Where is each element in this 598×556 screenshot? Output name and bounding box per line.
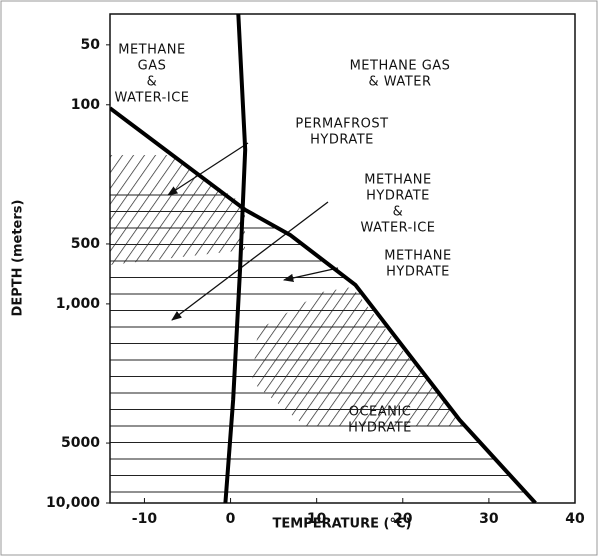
x-tick-label: 30 <box>479 511 499 527</box>
y-tick-label: 1,000 <box>56 296 101 312</box>
annotation: OCEANIC <box>349 405 412 420</box>
plot-frame <box>109 13 576 504</box>
x-axis-label: TEMPERATURE (°C) <box>273 517 412 532</box>
annotation: HYDRATE <box>348 421 412 436</box>
annotation: WATER-ICE <box>114 91 189 106</box>
x-tick-label: 40 <box>565 511 585 527</box>
x-tick-label: -10 <box>132 511 158 527</box>
annotation: GAS <box>138 59 167 74</box>
arrow <box>282 267 339 283</box>
annotation: & <box>393 205 404 220</box>
y-tick-label: 50 <box>81 37 101 53</box>
annotation: HYDRATE <box>310 133 374 148</box>
x-tick-label: 0 <box>226 511 236 527</box>
x-tick-label: 10 <box>307 511 327 527</box>
annotation: METHANE <box>118 43 185 58</box>
annotation: WATER-ICE <box>360 221 435 236</box>
y-tick-label: 5000 <box>61 435 100 451</box>
y-tick-label: 100 <box>71 97 100 113</box>
permafrost-hatch <box>110 155 245 265</box>
curve <box>223 14 248 503</box>
x-tick-label: 20 <box>393 511 413 527</box>
annotation: METHANE <box>384 249 451 264</box>
annotation: METHANE GAS <box>350 59 451 74</box>
y-tick-label: 500 <box>71 236 100 252</box>
arrow <box>171 201 329 321</box>
y-axis-label: DEPTH (meters) <box>11 200 26 317</box>
arrow <box>167 142 249 196</box>
curve <box>110 106 537 503</box>
annotation: HYDRATE <box>366 189 430 204</box>
y-tick-label: 10,000 <box>46 495 100 511</box>
annotation: HYDRATE <box>386 265 450 280</box>
annotation: & WATER <box>369 75 432 90</box>
annotation: & <box>147 75 158 90</box>
annotation: PERMAFROST <box>295 117 388 132</box>
annotation: METHANE <box>364 173 431 188</box>
oceanic-hatch <box>252 287 462 426</box>
